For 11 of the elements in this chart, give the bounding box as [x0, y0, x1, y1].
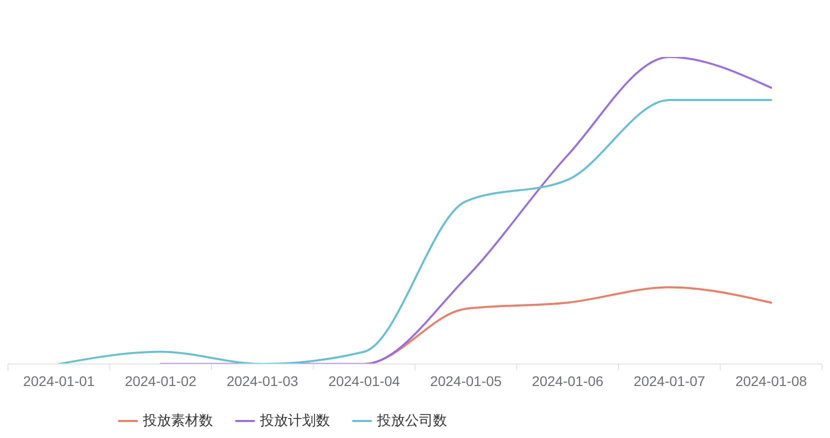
x-tick-label: 2024-01-03	[226, 373, 298, 389]
legend-label: 投放素材数	[143, 412, 213, 430]
x-tick-label: 2024-01-07	[634, 373, 706, 389]
x-tick-label: 2024-01-02	[124, 373, 197, 389]
x-tick-label: 2024-01-05	[430, 373, 502, 389]
legend-label: 投放公司数	[377, 412, 447, 430]
legend-label: 投放计划数	[260, 412, 330, 430]
x-tick-label: 2024-01-08	[735, 373, 808, 389]
x-tick-label: 2024-01-04	[328, 373, 400, 389]
x-tick-label: 2024-01-06	[532, 373, 604, 389]
x-tick-label: 2024-01-01	[23, 373, 95, 389]
